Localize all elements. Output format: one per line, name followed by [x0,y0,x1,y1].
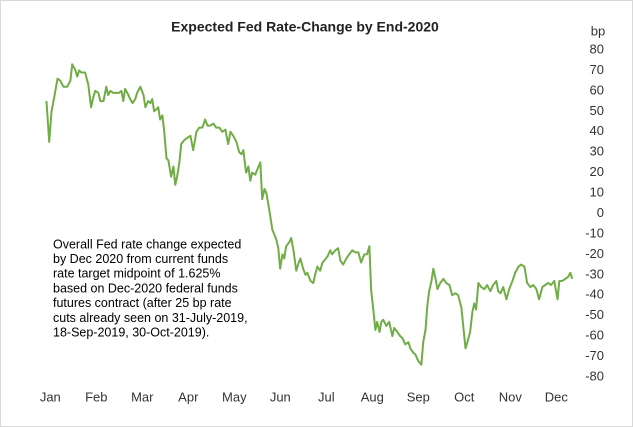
y-tick-label: 80 [590,41,604,56]
annotation-line: based on Dec-2020 federal funds [53,281,238,295]
y-tick-label: 40 [590,123,604,138]
y-tick-label: -60 [585,328,604,343]
x-tick-label: Mar [131,389,154,404]
y-tick-label: 50 [590,103,604,118]
x-tick-label: Oct [454,389,475,404]
annotation-line: futures contract (after 25 bp rate [53,296,232,310]
annotation-line: Overall Fed rate change expected [53,237,241,251]
x-tick-label: May [222,389,247,404]
y-tick-label: -80 [585,368,604,383]
x-tick-label: Aug [361,389,384,404]
y-tick-label: -40 [585,287,604,302]
x-tick-label: Jan [40,389,61,404]
x-tick-label: Jun [270,389,291,404]
x-tick-label: Apr [178,389,199,404]
x-tick-label: Nov [499,389,523,404]
chart-title: Expected Fed Rate-Change by End-2020 [171,19,439,35]
y-tick-label: 60 [590,82,604,97]
y-tick-label: 20 [590,164,604,179]
y-tick-label: -30 [585,266,604,281]
y-tick-label: 10 [590,185,604,200]
y-tick-label: -10 [585,225,604,240]
x-tick-label: Dec [545,389,569,404]
annotation-line: rate target midpoint of 1.625% [53,267,220,281]
y-tick-label: -50 [585,307,604,322]
annotation-line: cuts already seen on 31-July-2019, [53,311,248,325]
y-tick-label: 70 [590,62,604,77]
annotation-line: by Dec 2020 from current funds [53,252,228,266]
x-tick-label: Jul [318,389,335,404]
x-tick-label: Feb [85,389,107,404]
y-tick-label: 30 [590,144,604,159]
y-tick-label: -70 [585,348,604,363]
y-tick-label: 0 [597,205,604,220]
data-line [45,63,574,366]
y-axis-label: bp [591,23,605,38]
x-tick-label: Sep [407,389,430,404]
annotation-line: 18-Sep-2019, 30-Oct-2019). [53,325,209,339]
y-tick-label: -20 [585,246,604,261]
